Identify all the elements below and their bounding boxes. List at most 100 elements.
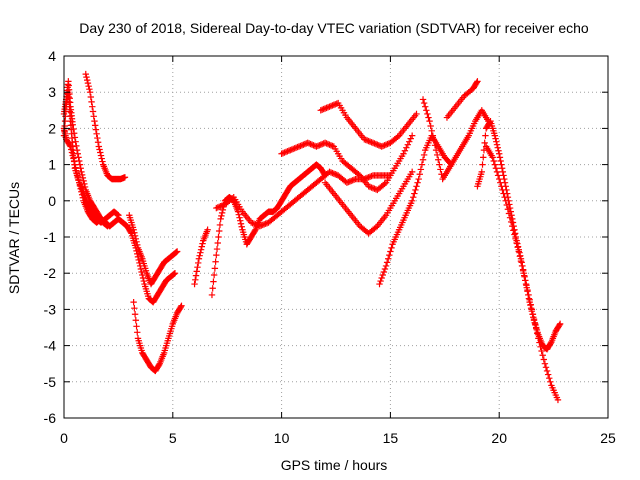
- data-point: [199, 240, 206, 247]
- data-point: [216, 203, 223, 211]
- data-point: [130, 298, 137, 306]
- data-point: [84, 79, 92, 87]
- data-point: [384, 140, 391, 148]
- data-point: [490, 157, 497, 165]
- data-point: [94, 139, 102, 146]
- data-point: [258, 222, 265, 229]
- data-point: [516, 253, 524, 260]
- data-point: [134, 329, 141, 336]
- data-point: [326, 168, 333, 176]
- data-point: [327, 169, 335, 176]
- data-point: [535, 335, 542, 342]
- data-point: [372, 186, 380, 193]
- data-point: [96, 146, 103, 153]
- data-point: [529, 311, 537, 318]
- data-point: [378, 274, 385, 282]
- data-point: [97, 149, 104, 156]
- data-point: [532, 325, 540, 332]
- data-point: [378, 143, 385, 150]
- data-point: [71, 134, 79, 141]
- data-point: [69, 121, 76, 128]
- data-point: [368, 139, 375, 146]
- data-point: [71, 161, 79, 168]
- data-point: [285, 147, 293, 154]
- data-point: [369, 139, 377, 147]
- data-point: [171, 270, 178, 278]
- x-axis-label: GPS time / hours: [281, 457, 388, 473]
- data-point: [510, 227, 517, 234]
- y-axis-label: SDTVAR / TECUs: [6, 182, 22, 294]
- y-tick-label: -5: [44, 374, 57, 390]
- data-point: [83, 73, 90, 81]
- data-point: [93, 130, 100, 138]
- data-point: [534, 330, 541, 337]
- data-point: [538, 347, 545, 355]
- series-16: [482, 143, 562, 404]
- data-point: [133, 238, 140, 246]
- data-point: [394, 133, 401, 141]
- data-point: [282, 148, 290, 156]
- data-point: [139, 274, 147, 282]
- data-point: [247, 219, 255, 226]
- data-point: [295, 143, 303, 150]
- data-point: [480, 154, 487, 161]
- data-point: [323, 104, 330, 112]
- data-point: [527, 301, 534, 308]
- data-point: [413, 183, 420, 190]
- data-point: [91, 117, 98, 125]
- y-tick-label: 0: [48, 193, 56, 209]
- data-point: [68, 146, 75, 153]
- data-point: [140, 277, 147, 285]
- data-point: [368, 184, 375, 191]
- data-point: [361, 136, 368, 143]
- series-13: [419, 96, 492, 183]
- data-point: [530, 315, 538, 323]
- data-point: [500, 190, 507, 197]
- data-point: [410, 193, 417, 201]
- data-point: [86, 89, 94, 96]
- data-point: [170, 271, 177, 278]
- data-point: [499, 186, 506, 194]
- data-point: [517, 257, 525, 265]
- data-point: [178, 302, 185, 309]
- data-point: [537, 343, 544, 351]
- data-point: [304, 139, 311, 147]
- data-point: [501, 193, 508, 201]
- data-point: [473, 79, 480, 86]
- y-tick-label: 3: [48, 84, 56, 100]
- x-tick-label: 0: [60, 430, 68, 446]
- data-point: [131, 304, 138, 312]
- data-point: [287, 146, 294, 154]
- data-point: [379, 271, 386, 279]
- data-point: [79, 174, 87, 182]
- data-point: [494, 172, 502, 179]
- data-point: [381, 265, 389, 273]
- data-point: [426, 117, 433, 125]
- data-point: [382, 262, 390, 270]
- data-point: [406, 138, 413, 145]
- data-point: [194, 263, 201, 271]
- data-point: [290, 145, 297, 153]
- data-point: [249, 219, 256, 227]
- data-point: [496, 154, 504, 161]
- data-point: [92, 126, 100, 133]
- data-point: [89, 103, 96, 110]
- data-point: [424, 110, 431, 118]
- data-point: [496, 150, 503, 157]
- x-tick-label: 25: [600, 430, 616, 446]
- data-point: [366, 183, 374, 191]
- data-point: [419, 156, 427, 163]
- data-point: [387, 248, 394, 255]
- data-point: [408, 132, 416, 139]
- data-point: [262, 220, 269, 227]
- data-point: [252, 221, 259, 228]
- data-point: [137, 265, 145, 273]
- data-point: [400, 150, 407, 157]
- data-point: [554, 396, 562, 404]
- data-point: [499, 168, 507, 176]
- series-14: [443, 78, 481, 121]
- series-11: [321, 168, 416, 237]
- y-tick-label: 4: [48, 48, 56, 64]
- data-point: [388, 244, 395, 252]
- data-point: [279, 149, 287, 157]
